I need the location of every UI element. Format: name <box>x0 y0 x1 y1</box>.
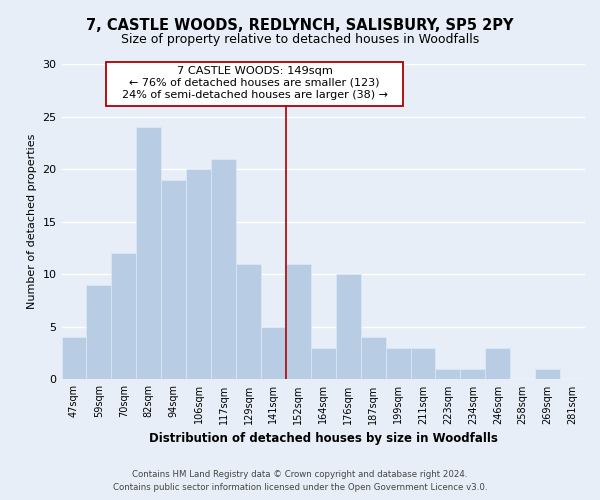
Bar <box>136 127 161 380</box>
FancyBboxPatch shape <box>106 62 403 106</box>
Bar <box>436 369 460 380</box>
X-axis label: Distribution of detached houses by size in Woodfalls: Distribution of detached houses by size … <box>149 432 498 445</box>
Bar <box>161 180 186 380</box>
Text: 24% of semi-detached houses are larger (38) →: 24% of semi-detached houses are larger (… <box>122 90 388 100</box>
Bar <box>286 264 311 380</box>
Bar <box>62 338 86 380</box>
Bar <box>410 348 436 380</box>
Text: 7 CASTLE WOODS: 149sqm: 7 CASTLE WOODS: 149sqm <box>177 66 332 76</box>
Bar <box>112 254 136 380</box>
Bar <box>311 348 336 380</box>
Bar <box>485 348 510 380</box>
Bar <box>460 369 485 380</box>
Text: Contains HM Land Registry data © Crown copyright and database right 2024.
Contai: Contains HM Land Registry data © Crown c… <box>113 470 487 492</box>
Text: 7, CASTLE WOODS, REDLYNCH, SALISBURY, SP5 2PY: 7, CASTLE WOODS, REDLYNCH, SALISBURY, SP… <box>86 18 514 32</box>
Bar <box>236 264 261 380</box>
Bar <box>336 274 361 380</box>
Y-axis label: Number of detached properties: Number of detached properties <box>27 134 37 310</box>
Bar <box>386 348 410 380</box>
Text: Size of property relative to detached houses in Woodfalls: Size of property relative to detached ho… <box>121 32 479 46</box>
Bar <box>186 169 211 380</box>
Text: ← 76% of detached houses are smaller (123): ← 76% of detached houses are smaller (12… <box>130 78 380 88</box>
Bar <box>261 327 286 380</box>
Bar <box>535 369 560 380</box>
Bar <box>86 285 112 380</box>
Bar <box>361 338 386 380</box>
Bar <box>211 158 236 380</box>
